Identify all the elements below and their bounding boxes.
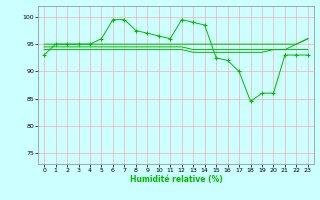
- X-axis label: Humidité relative (%): Humidité relative (%): [130, 175, 222, 184]
